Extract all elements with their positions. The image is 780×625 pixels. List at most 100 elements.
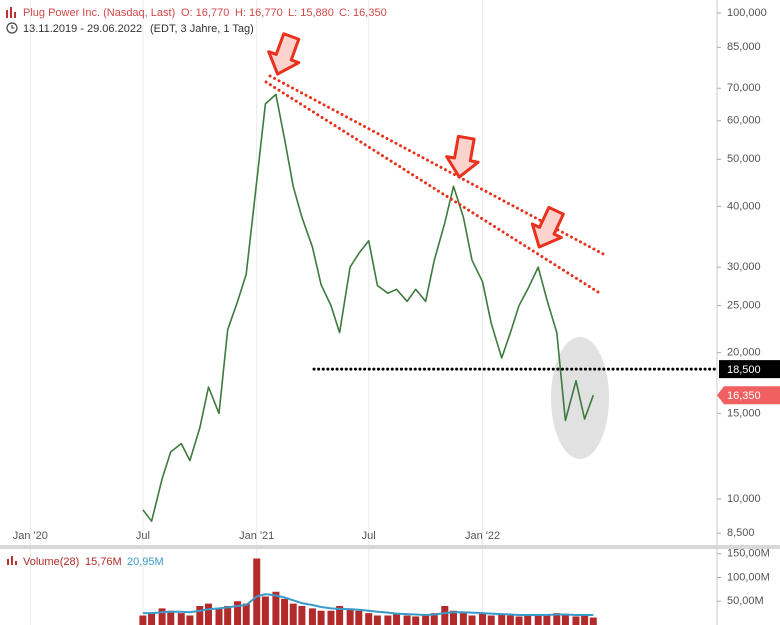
volume-bar (534, 614, 542, 625)
x-tick-label: Jul (136, 530, 150, 542)
y-tick-label: 40,000 (727, 200, 761, 212)
last-price-label: 16,350 (727, 390, 761, 402)
y-tick-label: 50,000 (727, 153, 761, 165)
x-tick-label: Jul (362, 530, 376, 542)
volume-bar (336, 606, 344, 625)
volume-legend-value: 20,95M (127, 556, 164, 568)
y-tick-label: 70,000 (727, 82, 761, 94)
chart-title: Plug Power Inc. (Nasdaq, Last) (23, 7, 175, 19)
volume-bar (487, 615, 495, 625)
volume-bar (459, 613, 467, 625)
price-line (142, 93, 595, 522)
trend-line (264, 80, 600, 294)
icon (14, 12, 16, 18)
volume-bar (215, 608, 223, 625)
y-tick-label: 30,000 (727, 261, 761, 273)
volume-bar (515, 616, 523, 625)
volume-bar (242, 603, 250, 625)
ohlc-open: O: 16,770 (181, 7, 229, 19)
volume-bar (543, 615, 551, 625)
support-label: 18,500 (727, 364, 761, 376)
volume-bar (196, 606, 204, 625)
arrows (267, 32, 565, 249)
subtitle: (EDT, 3 Jahre, 1 Tag) (150, 23, 254, 35)
y-tick-label: 85,000 (727, 41, 761, 53)
y-tick-label: 100,00M (727, 571, 770, 583)
y-tick-label: 50,00M (727, 595, 764, 607)
volume-bar (148, 613, 156, 625)
volume-bar (441, 606, 449, 625)
y-tick-label: 25,000 (727, 299, 761, 311)
volume-bar (355, 610, 363, 625)
volume-bar (498, 614, 506, 625)
x-tick-label: Jan '22 (465, 530, 500, 542)
volume-bar (479, 613, 487, 625)
volume-bar (572, 616, 580, 625)
volume-bar (422, 615, 430, 625)
volume-bar (581, 615, 589, 625)
icon (11, 556, 13, 565)
ohlc-high: H: 16,770 (235, 7, 283, 19)
volume-bar (346, 608, 354, 625)
header: Plug Power Inc. (Nasdaq, Last) O: 16,770… (6, 7, 387, 35)
ohlc-low: L: 15,880 (288, 7, 334, 19)
x-tick-label: Jan '20 (13, 530, 48, 542)
volume-bar (393, 613, 401, 625)
last-price-box (717, 386, 780, 405)
icon (6, 10, 8, 18)
panel-separator (0, 545, 780, 549)
volume-average-line (142, 593, 594, 617)
volume-bar (177, 613, 185, 625)
volume-legend-title: Volume(28) (23, 556, 79, 568)
volume-bar (272, 591, 280, 625)
y-tick-label: 60,000 (727, 115, 761, 127)
volume-bar (553, 613, 561, 625)
volume-bar (253, 558, 261, 625)
y-tick-label: 8,500 (727, 527, 755, 539)
volume-bar (204, 603, 212, 625)
axes: Jan '20 Jul Jan '21 Jul Jan '22 8,500 10,000 15… (13, 7, 780, 607)
volume-bar (308, 608, 316, 625)
y-tick-label: 10,000 (727, 493, 761, 505)
y-tick-label: 20,000 (727, 347, 761, 359)
volume-bar (561, 614, 569, 625)
volume-bar (167, 610, 175, 625)
volume-legend-value: 15,76M (85, 556, 122, 568)
volume-bar (449, 610, 457, 625)
volume-bar (281, 598, 289, 625)
x-tick-label: Jan '21 (239, 530, 274, 542)
volume-legend: Volume(28) 15,76M 20,95M (7, 556, 164, 568)
volume-bar (317, 610, 325, 625)
volume-bar (327, 610, 335, 625)
volume-bar (384, 615, 392, 625)
volume-bar (224, 606, 232, 625)
clock-icon (11, 25, 15, 29)
volume-bar (412, 616, 420, 625)
volume-bar (589, 617, 597, 625)
volume-bar (261, 596, 269, 625)
marks (139, 93, 719, 625)
volume-bar (289, 603, 297, 625)
volume-bar (468, 615, 476, 625)
y-tick-label: 100,000 (727, 7, 767, 19)
volume-bar (403, 615, 411, 625)
ohlc-close: C: 16,350 (339, 7, 387, 19)
volume-bar (524, 615, 532, 625)
volume-bar (365, 613, 373, 625)
icon (15, 561, 17, 565)
grid (29, 0, 484, 625)
icon (10, 7, 12, 18)
y-tick-label: 15,000 (727, 407, 761, 419)
volume-bar (139, 615, 147, 625)
volume-bar (298, 606, 306, 625)
volume-bar (158, 608, 166, 625)
icon (7, 559, 9, 565)
support-label-box (719, 360, 780, 379)
volume-bar (186, 615, 194, 625)
volume-bar (373, 615, 381, 625)
arrow (445, 134, 480, 179)
volume-bar (430, 613, 438, 625)
